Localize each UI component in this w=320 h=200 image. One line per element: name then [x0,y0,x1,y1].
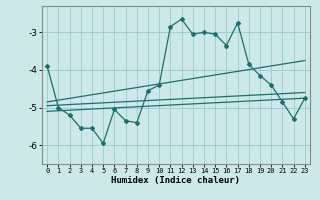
X-axis label: Humidex (Indice chaleur): Humidex (Indice chaleur) [111,176,241,185]
